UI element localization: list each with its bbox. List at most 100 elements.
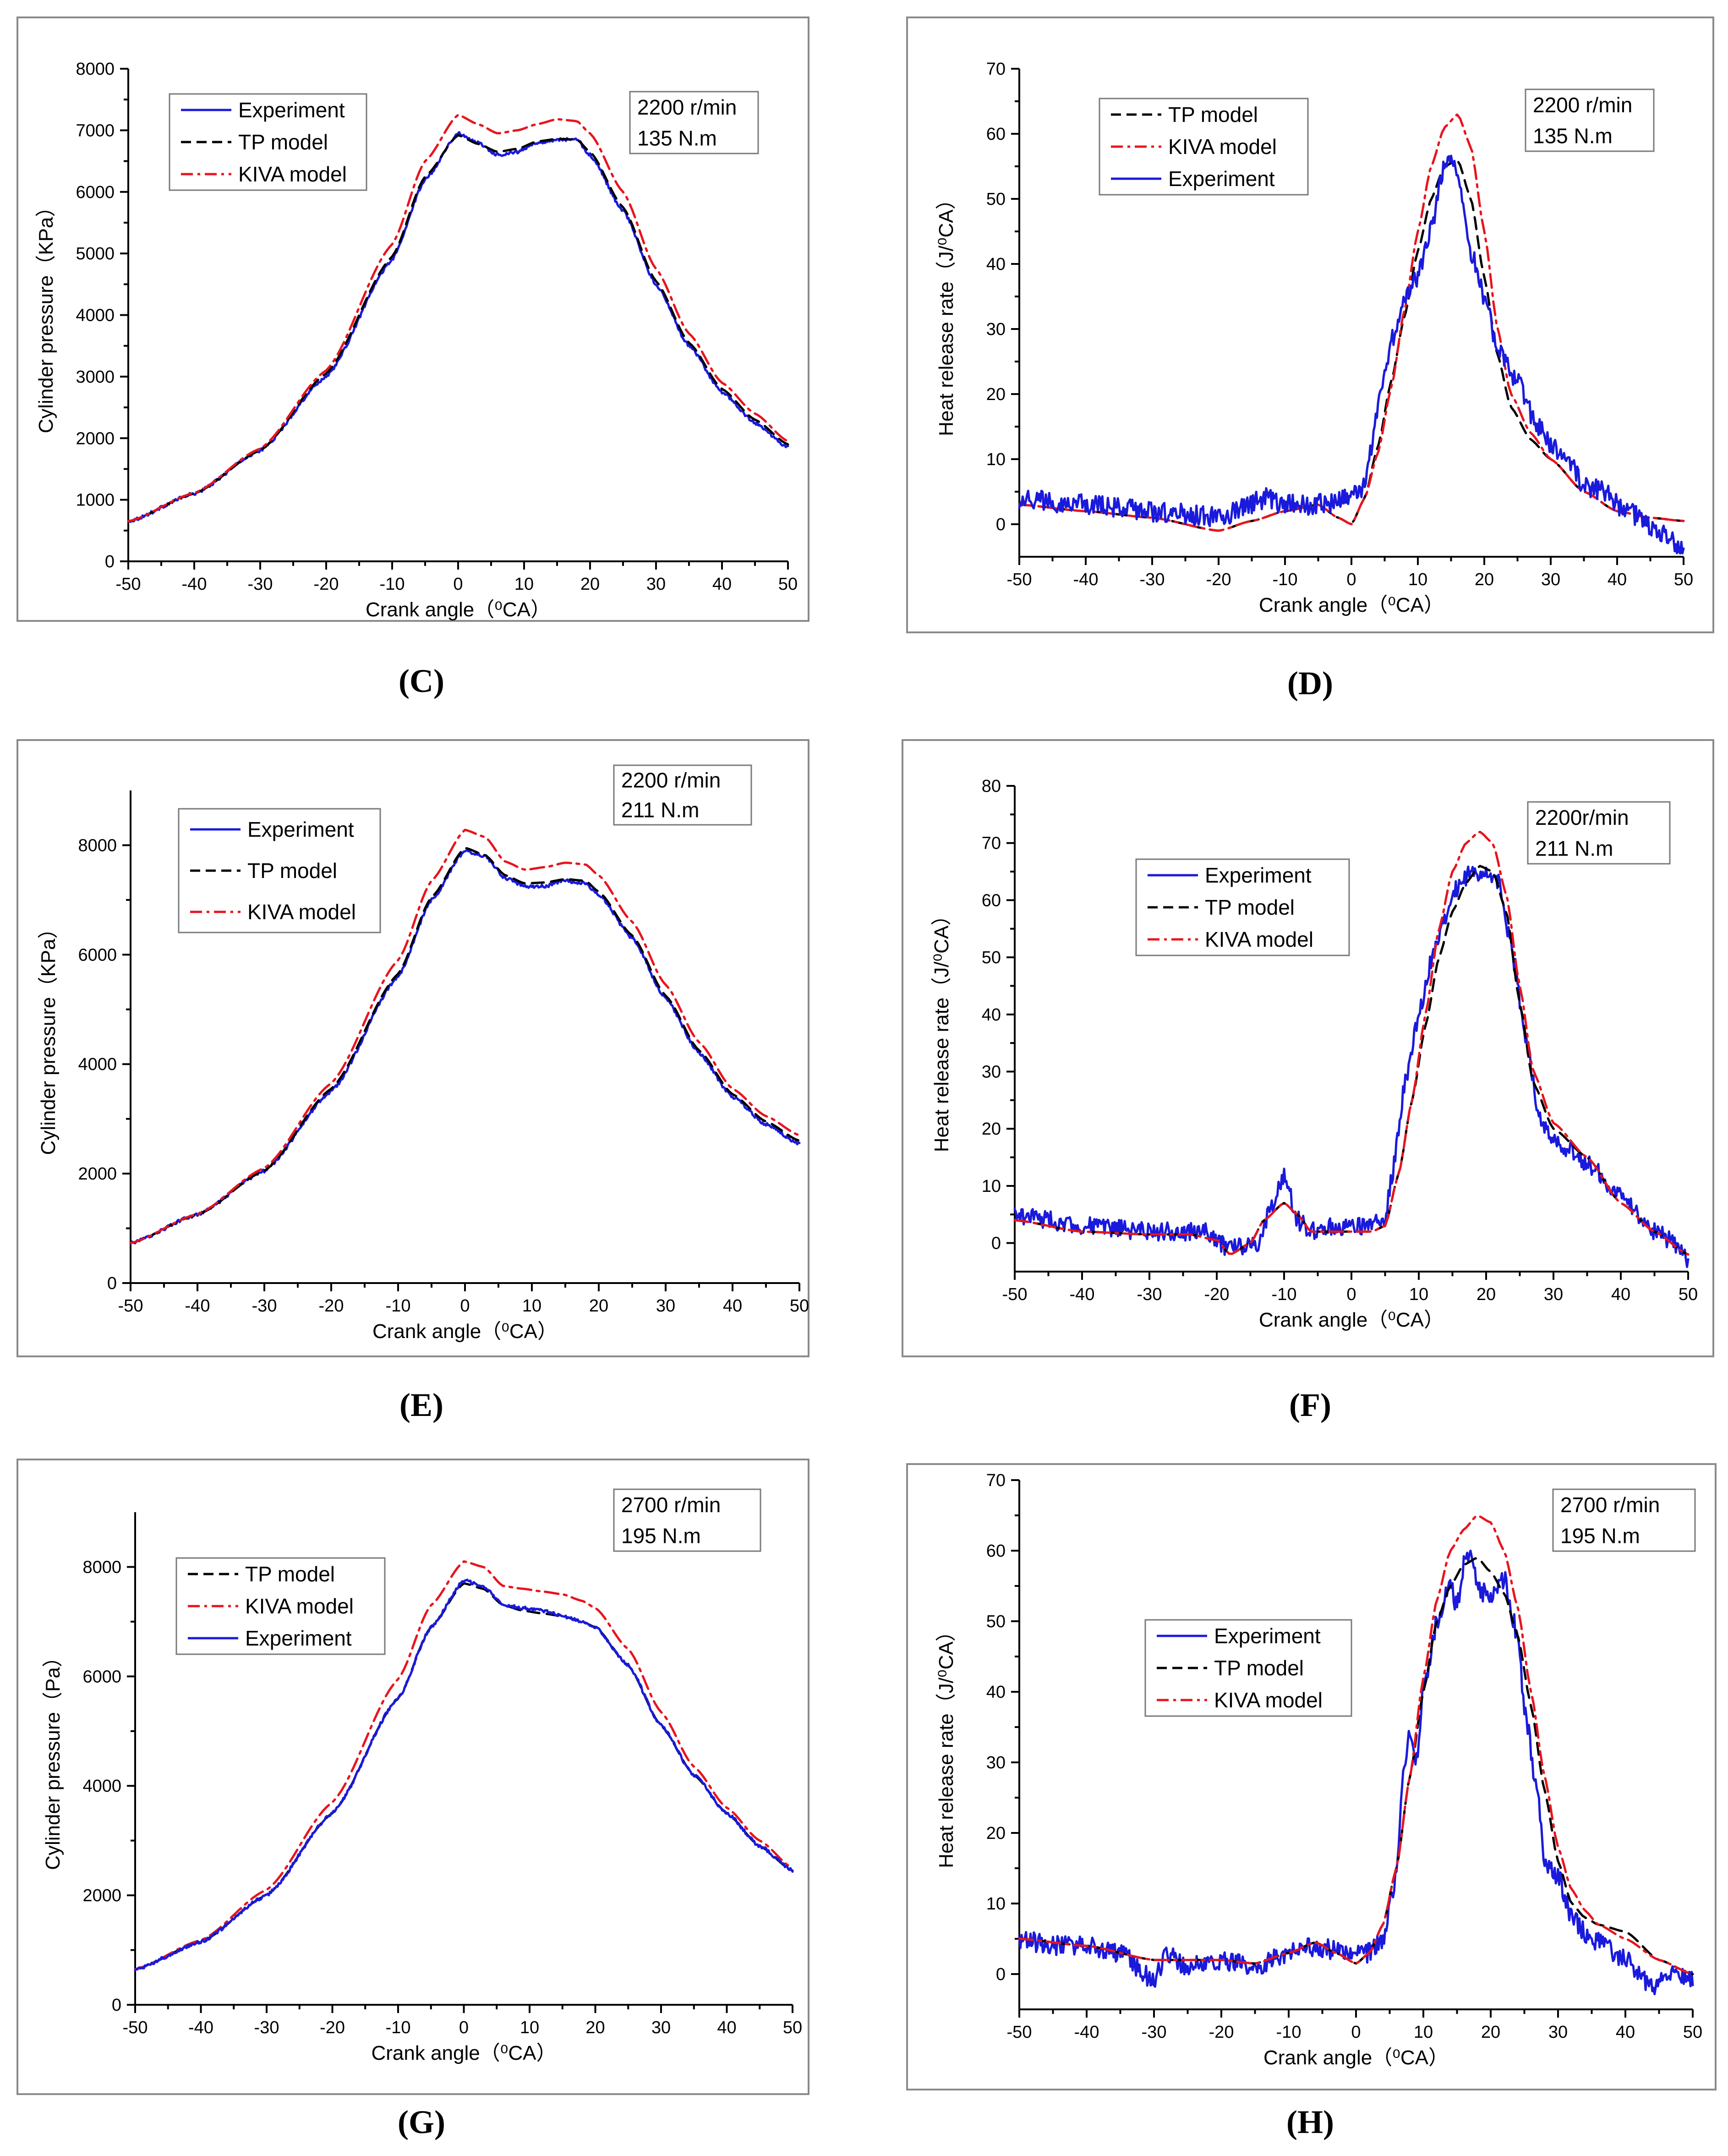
chart-d: -50 -40 -30 -20 -10 0 10 20 30 40 50 0 10 20 30 40 50 60 7… — [906, 16, 1714, 702]
y-tick-label: 10 — [982, 1177, 1001, 1196]
x-tick-label: -10 — [386, 2018, 411, 2037]
x-tick-label: 50 — [1679, 1285, 1698, 1304]
condition-frame — [1525, 88, 1655, 152]
x-tick-label: 40 — [717, 2018, 736, 2037]
legend-label: Experiment — [247, 817, 354, 841]
condition-box: 2700 r/min 195 N.m — [613, 1488, 761, 1552]
x-tick-label: -30 — [254, 2018, 279, 2037]
legend-label: Experiment — [245, 1626, 352, 1650]
series-line-kiva — [134, 1560, 794, 1970]
y-tick-label: 40 — [986, 255, 1006, 274]
x-tick-label: 40 — [712, 575, 732, 594]
y-tick-label: 0 — [107, 1274, 117, 1293]
x-tick-label: -40 — [185, 1296, 210, 1316]
panel-caption: (H) — [1286, 2104, 1334, 2140]
condition-box: 2200 r/min 211 N.m — [613, 764, 752, 826]
series-line-kiva — [1018, 113, 1685, 532]
condition-label: 2200 r/min — [621, 768, 721, 792]
series-line-tp — [127, 134, 789, 523]
x-tick-label: -10 — [386, 1296, 411, 1316]
x-tick-label: -30 — [252, 1296, 277, 1316]
x-tick-label: -20 — [320, 2018, 345, 2037]
x-tick-label: 10 — [1408, 570, 1427, 589]
y-tick-label: 8000 — [76, 60, 115, 79]
legend-label: TP model — [238, 130, 328, 154]
y-tick-label: 0 — [991, 1234, 1001, 1253]
series-line-tp — [1018, 1557, 1694, 1975]
x-tick-label: -50 — [118, 1296, 143, 1316]
x-tick-label: 0 — [1346, 1285, 1356, 1304]
legend: Experiment TP model KIVA model — [169, 93, 367, 191]
series-line-experiment — [134, 1578, 794, 1972]
y-tick-label: 0 — [105, 552, 115, 571]
x-tick-label: 0 — [459, 2018, 469, 2037]
y-tick-label: 40 — [982, 1005, 1001, 1025]
legend: Experiment TP model KIVA model — [1144, 1619, 1352, 1717]
x-tick-label: 0 — [1346, 570, 1356, 589]
y-tick-label: 70 — [986, 1471, 1006, 1490]
condition-box: 2200 r/min 135 N.m — [1525, 88, 1655, 152]
x-tick-label: -10 — [1273, 570, 1298, 589]
x-tick-label: 50 — [790, 1296, 809, 1316]
x-tick-label: -10 — [1272, 1285, 1297, 1304]
y-tick-label: 6000 — [82, 1667, 121, 1686]
series-line-kiva — [129, 828, 801, 1245]
x-tick-label: 10 — [520, 2018, 539, 2037]
panel-caption: (C) — [399, 663, 444, 699]
chart-h: -50 -40 -30 -20 -10 0 10 20 30 40 50 0 10 20 30 40 50 60 7… — [906, 1463, 1717, 2140]
y-tick-label: 30 — [982, 1063, 1001, 1082]
legend-label: KIVA model — [1205, 927, 1313, 951]
y-axis-label: Cylinder pressure（Pa） — [42, 1647, 64, 1870]
y-axis-label: Heat release rate（J/⁰CA） — [935, 189, 957, 436]
y-tick-label: 50 — [986, 190, 1006, 209]
y-tick-label: 4000 — [78, 1055, 117, 1074]
y-tick-label: 2000 — [76, 429, 115, 448]
legend-label: KIVA model — [238, 162, 347, 186]
y-tick-label: 30 — [986, 1753, 1006, 1772]
series-line-tp — [129, 846, 801, 1245]
condition-label: 2200 r/min — [1533, 93, 1632, 117]
condition-frame — [629, 91, 759, 154]
x-tick-label: 40 — [723, 1296, 742, 1316]
panel-frame — [16, 739, 809, 1357]
y-tick-label: 70 — [982, 834, 1001, 853]
panel-frame — [16, 1459, 809, 2095]
x-axis-label: Crank angle（⁰CA） — [1263, 2046, 1449, 2069]
x-tick-label: 40 — [1608, 570, 1627, 589]
x-tick-label: 0 — [1351, 2023, 1361, 2042]
x-axis-label: Crank angle（⁰CA） — [372, 1320, 558, 1343]
x-tick-label: -40 — [1073, 570, 1099, 589]
x-tick-label: -30 — [1137, 1285, 1162, 1304]
condition-label: 195 N.m — [1560, 1524, 1640, 1547]
x-tick-label: -50 — [116, 575, 141, 594]
y-tick-label: 40 — [986, 1683, 1006, 1702]
x-tick-label: -40 — [1070, 1285, 1095, 1304]
chart-e: -50 -40 -30 -20 -10 0 10 20 30 40 50 0 2000 4000 6000 8… — [16, 739, 809, 1423]
legend-label: KIVA model — [1168, 135, 1277, 159]
y-tick-label: 60 — [986, 1542, 1006, 1561]
x-tick-label: -50 — [1002, 1285, 1028, 1304]
y-axis-label: Cylinder pressure（KPa） — [37, 919, 60, 1155]
x-tick-label: -20 — [314, 575, 339, 594]
x-tick-label: -20 — [1204, 1285, 1230, 1304]
condition-label: 2200r/min — [1535, 806, 1629, 829]
x-tick-label: -40 — [188, 2018, 213, 2037]
x-tick-label: 30 — [1544, 1285, 1563, 1304]
x-tick-label: 10 — [1414, 2023, 1433, 2042]
legend-label: TP model — [1168, 103, 1258, 126]
x-tick-label: -20 — [319, 1296, 344, 1316]
legend-label: Experiment — [238, 98, 345, 122]
x-tick-label: 20 — [1476, 1285, 1496, 1304]
series-line-experiment — [1013, 865, 1690, 1268]
x-tick-label: -40 — [182, 575, 207, 594]
legend: Experiment TP model KIVA model — [178, 808, 381, 933]
condition-label: 195 N.m — [621, 1524, 701, 1547]
condition-box: 2700 r/min 195 N.m — [1552, 1488, 1696, 1552]
x-tick-label: -40 — [1074, 2023, 1099, 2042]
y-tick-label: 10 — [986, 450, 1006, 469]
y-tick-label: 4000 — [82, 1777, 121, 1796]
x-tick-label: -50 — [123, 2018, 148, 2037]
y-tick-label: 10 — [986, 1894, 1006, 1914]
legend-label: TP model — [247, 859, 337, 883]
